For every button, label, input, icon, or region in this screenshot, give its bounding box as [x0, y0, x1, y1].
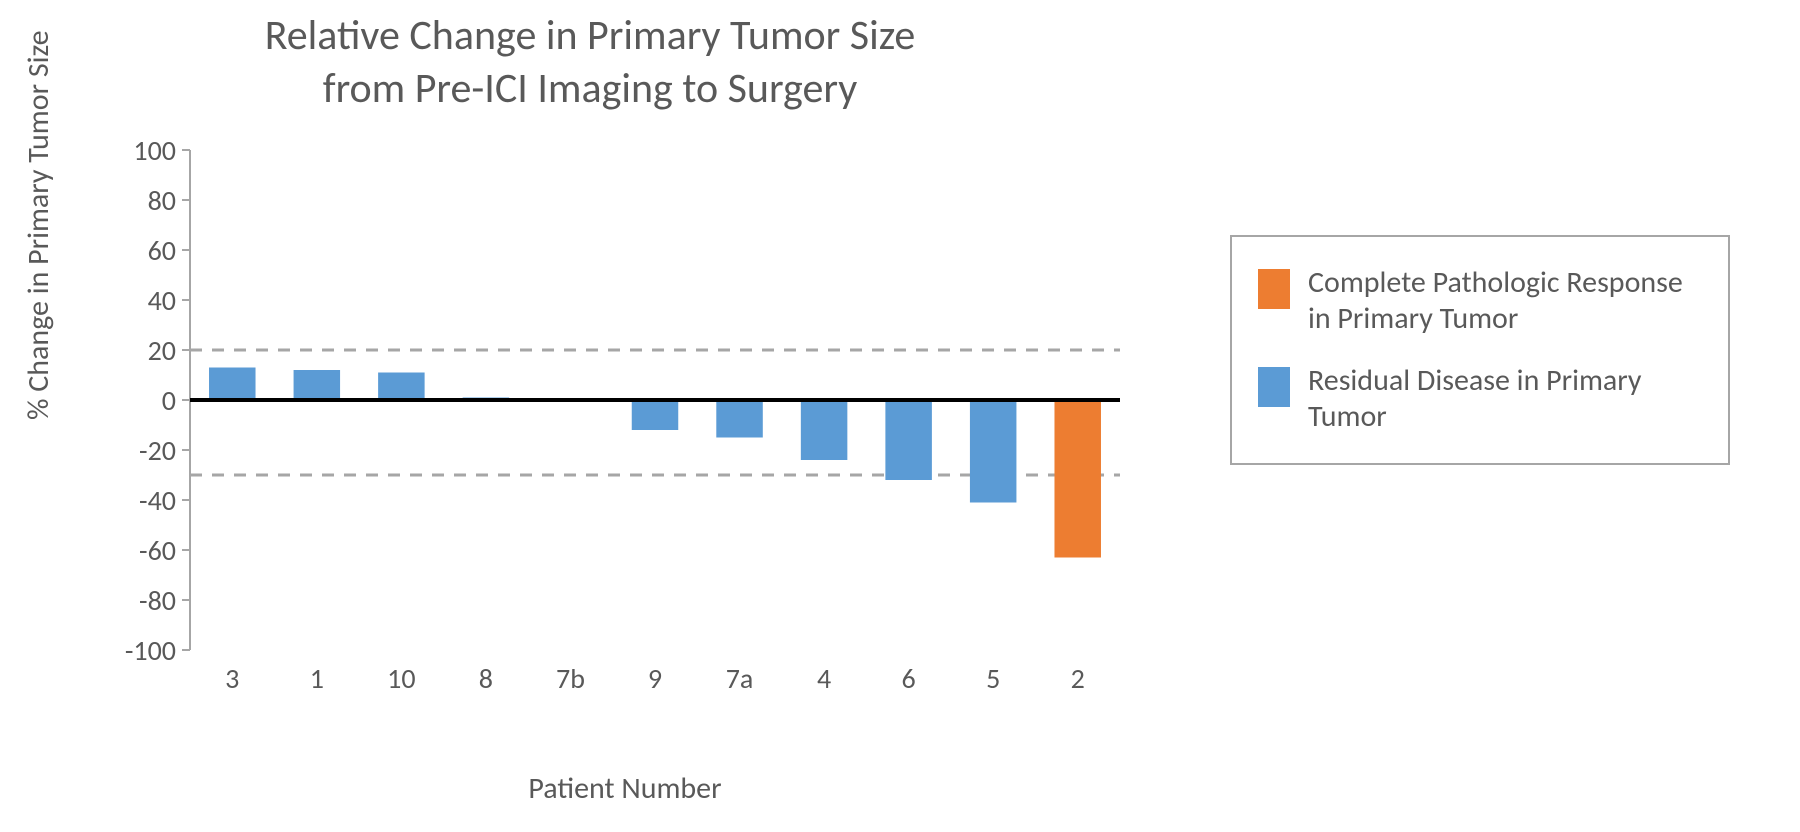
bar [885, 400, 932, 480]
y-axis-label: % Change in Primary Tumor Size [20, 30, 57, 420]
legend-label: Complete Pathologic Response in Primary … [1308, 265, 1702, 337]
y-tick-label: -80 [139, 583, 176, 618]
x-tick-label: 2 [1071, 661, 1085, 696]
legend: Complete Pathologic Response in Primary … [1230, 235, 1730, 465]
x-tick-label: 1 [310, 661, 324, 696]
y-tick-label: -100 [125, 633, 176, 668]
x-tick-label: 4 [817, 661, 831, 696]
bar [209, 368, 256, 401]
legend-item: Complete Pathologic Response in Primary … [1258, 265, 1702, 337]
plot-area: 100 80 60 40 20 0 -20 -40 -60 -80 -100 3 1 10 8 7b 9 7a 4 6… [120, 140, 1130, 700]
y-tick-label: 20 [148, 333, 176, 368]
bar [1054, 400, 1101, 558]
bar [716, 400, 763, 438]
bar [294, 370, 341, 400]
plot-svg: 100 80 60 40 20 0 -20 -40 -60 -80 -100 3 1 10 8 7b 9 7a 4 6… [120, 140, 1130, 700]
y-tick-label: 60 [148, 233, 176, 268]
y-tick-label: 0 [162, 383, 176, 418]
y-tick-label: 100 [133, 140, 176, 168]
bar [801, 400, 848, 460]
x-tick-label: 3 [225, 661, 239, 696]
bar [632, 400, 679, 430]
legend-swatch [1258, 367, 1290, 407]
x-tick-label: 5 [986, 661, 1000, 696]
legend-swatch [1258, 269, 1290, 309]
legend-item: Residual Disease in Primary Tumor [1258, 363, 1702, 435]
x-tick-label: 6 [902, 661, 916, 696]
bar [378, 373, 425, 401]
y-tick-label: 80 [148, 183, 176, 218]
chart-title: Relative Change in Primary Tumor Size fr… [0, 10, 1180, 115]
chart-figure: Relative Change in Primary Tumor Size fr… [0, 0, 1800, 832]
x-axis-label: Patient Number [120, 770, 1130, 807]
bar [970, 400, 1017, 503]
chart-title-line-1: Relative Change in Primary Tumor Size [0, 10, 1180, 63]
x-tick-label: 8 [479, 661, 493, 696]
y-tick-label: -60 [139, 533, 176, 568]
y-tick-label: -40 [139, 483, 176, 518]
x-tick-label: 9 [648, 661, 662, 696]
x-tick-label: 7a [726, 661, 754, 696]
chart-title-line-2: from Pre-ICI Imaging to Surgery [0, 63, 1180, 116]
x-tick-label: 7b [556, 661, 585, 696]
y-tick-label: -20 [139, 433, 176, 468]
y-tick-label: 40 [148, 283, 176, 318]
x-tick-label: 10 [387, 661, 415, 696]
legend-label: Residual Disease in Primary Tumor [1308, 363, 1702, 435]
